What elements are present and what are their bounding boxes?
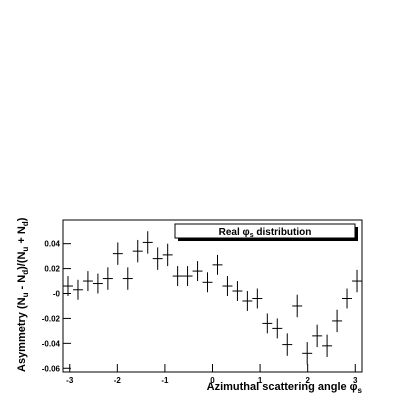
x-tick-label: -3 <box>66 376 74 385</box>
y-title-sub: d <box>21 270 30 275</box>
y-tick-label: -0.04 <box>42 339 61 348</box>
y-tick-label: -0.02 <box>42 314 61 323</box>
legend-label: Real φs distribution <box>219 227 312 239</box>
x-title-text: Azimuthal scattering angle φ <box>207 381 358 393</box>
legend-box <box>174 223 356 239</box>
y-title-text: + N <box>16 226 28 247</box>
y-tick-label: -0 <box>53 290 61 299</box>
y-tick-label: -0.06 <box>42 364 61 373</box>
plot-frame <box>62 219 363 373</box>
x-tick-label: 0 <box>210 376 215 385</box>
y-tick-label: 0.04 <box>44 240 60 249</box>
x-tick-label: 3 <box>353 376 358 385</box>
y-title-sub: u <box>21 292 30 297</box>
y-title-sub: d <box>21 221 30 226</box>
y-axis-title: Asymmetry (Nu - Nd)/(Nu + Nd) <box>16 217 30 372</box>
y-title-text: ) <box>16 217 28 221</box>
y-tick-label: 0.02 <box>44 265 60 274</box>
legend-sub: s <box>250 232 254 239</box>
y-title-text: - N <box>16 275 28 293</box>
y-title-sub: u <box>21 247 30 252</box>
x-title-sub: s <box>358 386 363 395</box>
legend-text: distribution <box>254 227 312 238</box>
y-title-text: Asymmetry (N <box>16 297 28 372</box>
legend-text: Real φ <box>219 227 250 238</box>
x-axis-title: Azimuthal scattering angle φs <box>207 381 363 395</box>
x-tick-label: 1 <box>258 376 263 385</box>
x-tick-label: -2 <box>114 376 122 385</box>
x-tick-label: -1 <box>161 376 169 385</box>
x-tick-label: 2 <box>305 376 310 385</box>
y-title-text: )/(N <box>16 252 28 270</box>
